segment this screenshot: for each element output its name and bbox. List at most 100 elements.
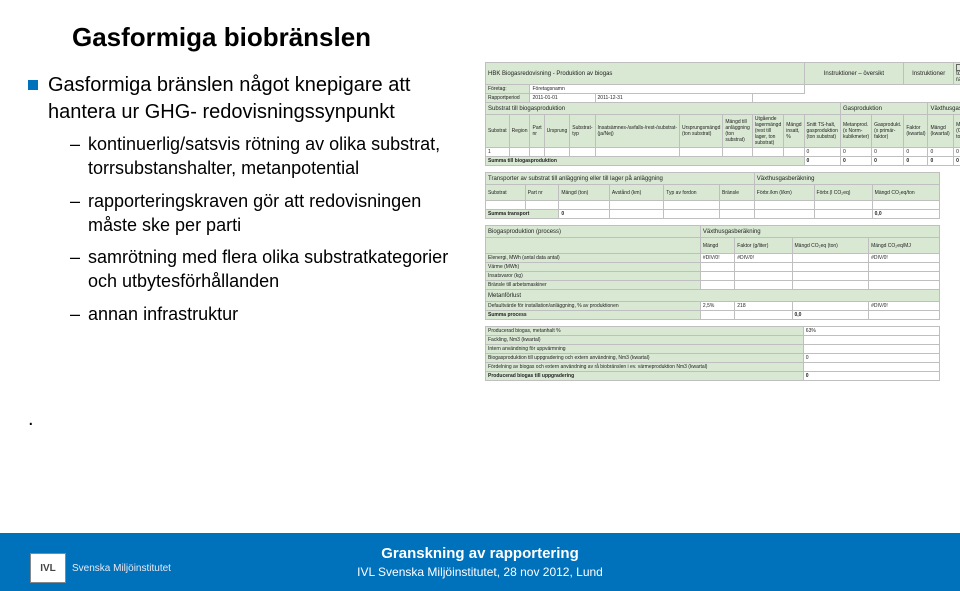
cell: #DIV/0! <box>869 302 940 311</box>
col-header: Faktor (kwartal) <box>904 115 928 148</box>
content-block: Gasformiga bränslen något knepigare att … <box>28 72 468 334</box>
val-period-from[interactable]: 2011-01-01 <box>530 94 595 103</box>
logo-text: Svenska Miljöinstitutet <box>72 563 171 574</box>
label-period: Rapportperiod <box>486 94 530 103</box>
cell[interactable]: 1 <box>486 148 510 157</box>
cell: 0 <box>928 148 954 157</box>
sheet-title: HBK Biogasredovisning - Produktion av bi… <box>486 63 805 85</box>
col-header: Mängd CO₂eq/ton <box>872 185 939 201</box>
cell <box>803 336 939 345</box>
cell: 0 <box>804 148 840 157</box>
cell <box>869 263 940 272</box>
logo-icon: IVL <box>30 553 66 583</box>
sheet-checkbox-cell[interactable]: Dölj tomma rader <box>954 63 960 85</box>
logo: IVL Svenska Miljöinstitutet <box>30 553 171 583</box>
checkbox-icon[interactable] <box>956 64 960 71</box>
section1-right2: Växthusgasberäkning <box>928 103 960 115</box>
col-header: Mängd (CO₂ ton) <box>954 115 960 148</box>
dash-icon: – <box>70 189 80 213</box>
row-label: Elenergi, MWh (antal data antal) <box>486 254 701 263</box>
col-header: Snitt TS-halt, gasproduktion (ton substr… <box>804 115 840 148</box>
row-label: Summa process <box>486 311 701 320</box>
main-bullet-text: Gasformiga bränslen något knepigare att … <box>48 72 468 126</box>
cell <box>792 302 869 311</box>
section1-right1: Gasproduktion <box>840 103 928 115</box>
sheet-section3: Biogasproduktion (process) Växthusgasber… <box>485 225 940 320</box>
col-header: Part nr <box>525 185 559 201</box>
label-foretag: Företag: <box>486 85 530 94</box>
cell: 0 <box>803 354 939 363</box>
section3-right: Växthusgasberäkning <box>700 226 939 238</box>
footer-title: Granskning av rapportering <box>381 545 579 562</box>
dash-icon: – <box>70 132 80 156</box>
cell <box>735 272 792 281</box>
col-header: Mängd (kwartal) <box>928 115 954 148</box>
col-header: Typ av fordon <box>664 185 720 201</box>
footer-subtitle: IVL Svenska Miljöinstitutet, 28 nov 2012… <box>357 565 603 579</box>
col-header: Mängd insatt, % <box>784 115 804 148</box>
cell <box>735 281 792 290</box>
row-label: Intern användning för uppvärmning <box>486 345 804 354</box>
row-label: Fördelning av biogas och extern användni… <box>486 363 804 372</box>
row-label: Fackling, Nm3 (kwartal) <box>486 336 804 345</box>
sub-bullet: – rapporteringskraven gör att redovisnin… <box>70 189 468 238</box>
col-header: Ursprung <box>544 115 570 148</box>
sheet-section5: Producerad biogas, metanhalt %63%Facklin… <box>485 326 940 381</box>
sub-bullet-list: – kontinuerlig/satsvis rötning av olika … <box>70 132 468 326</box>
col-header: Metanprod. (x Norm-kubikmeter) <box>840 115 871 148</box>
cell: 0 <box>840 148 871 157</box>
sheet-btn-overview[interactable]: Instruktioner – översikt <box>804 63 904 85</box>
sheet-section2: Transporter av substrat till anläggning … <box>485 172 940 219</box>
cell <box>700 281 734 290</box>
val-foretag[interactable]: Företagsnamn <box>530 85 804 94</box>
col-header: Bränsle <box>720 185 755 201</box>
val-period-to[interactable]: 2011-12-31 <box>595 94 752 103</box>
sub-bullet: – kontinuerlig/satsvis rötning av olika … <box>70 132 468 181</box>
section4-title: Metanförlust <box>486 290 940 302</box>
cell: 0 <box>872 148 904 157</box>
data-row-1: 1 0 0 0 0 0 0 0,00 <box>486 148 960 157</box>
sub-bullet: – samrötning med flera olika substratkat… <box>70 245 468 294</box>
cell <box>803 345 939 354</box>
cell <box>735 263 792 272</box>
sub-bullet-text: samrötning med flera olika substratkateg… <box>88 245 468 294</box>
sub-bullet-text: rapporteringskraven gör att redovisninge… <box>88 189 468 238</box>
dash-icon: – <box>70 302 80 326</box>
sum5-val: 0 <box>803 372 939 381</box>
main-bullet: Gasformiga bränslen något knepigare att … <box>28 72 468 126</box>
cell <box>792 254 869 263</box>
col-header: Avstånd (km) <box>609 185 663 201</box>
col-header: Substrat-typ <box>570 115 595 148</box>
cell <box>792 263 869 272</box>
cell <box>792 281 869 290</box>
sub-bullet: – annan infrastruktur <box>70 302 468 326</box>
cell <box>792 272 869 281</box>
col-header: Mängd till anläggning (ton substrat) <box>723 115 752 148</box>
row-label: Värme (MWh) <box>486 263 701 272</box>
cell <box>700 311 734 320</box>
cols1-row: SubstratRegionPart nrUrsprungSubstrat-ty… <box>486 115 960 148</box>
col-header: Förbr./km (l/km) <box>754 185 814 201</box>
row-label: Producerad biogas, metanhalt % <box>486 327 804 336</box>
cols2-row: SubstratPart nrMängd (ton)Avstånd (km)Ty… <box>486 185 940 201</box>
sum2-label: Summa transport <box>486 210 559 219</box>
sum1-row: Summa till biogasproduktion 0000000 <box>486 157 960 166</box>
cell <box>735 311 792 320</box>
cell <box>803 363 939 372</box>
col-header: Substrat <box>486 115 510 148</box>
period-mark: . <box>28 408 34 431</box>
sheet-header-table: HBK Biogasredovisning - Produktion av bi… <box>485 62 960 166</box>
section2-right: Växthusgasberäkning <box>754 173 939 185</box>
sheet-btn-instructions[interactable]: Instruktioner <box>904 63 954 85</box>
col-header: Substrat <box>486 185 526 201</box>
col-header: Insatsämnes-/avfalls-/rest-/substrat- (j… <box>595 115 679 148</box>
page-title: Gasformiga biobränslen <box>72 22 371 53</box>
col-header: Mängd (ton) <box>559 185 610 201</box>
cell <box>869 281 940 290</box>
cell: #DIV/0! <box>869 254 940 263</box>
row-label: Bränsle till arbetsmaskiner <box>486 281 701 290</box>
section3-title: Biogasproduktion (process) <box>486 226 701 238</box>
cell <box>700 263 734 272</box>
spreadsheet: HBK Biogasredovisning - Produktion av bi… <box>485 62 940 477</box>
sub-bullet-text: annan infrastruktur <box>88 302 238 326</box>
